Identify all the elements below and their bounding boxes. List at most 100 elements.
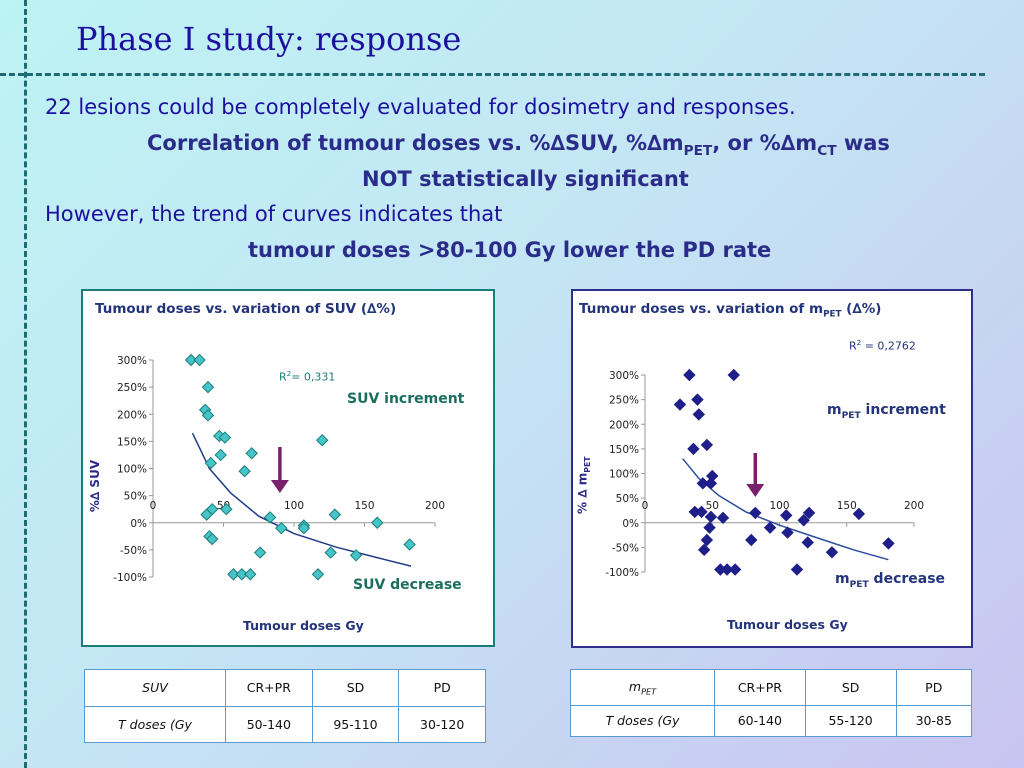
arrow-head-icon: [270, 480, 289, 493]
x-tick-label: 50: [706, 500, 719, 512]
data-point: [727, 368, 740, 382]
data-point: [349, 549, 363, 562]
data-point: [193, 353, 206, 367]
mpet-dec-text: decrease: [868, 571, 946, 587]
mpet-title-delta: ∆%: [852, 301, 876, 317]
table-header-cell: PD: [895, 669, 972, 706]
table-header-cell: CR+PR: [714, 669, 806, 706]
left-dashed-divider: [24, 0, 27, 768]
mpet-dec-sub: PET: [849, 579, 869, 590]
data-point: [683, 368, 696, 382]
x-tick-label: 200: [904, 500, 924, 512]
data-point: [852, 507, 866, 521]
mpet-inc-m: m: [827, 402, 842, 418]
x-tick-label: 0: [150, 500, 157, 512]
suv-r2-label: R2= 0,331: [279, 369, 335, 384]
data-point: [218, 431, 232, 444]
slide-title: Phase I study: response: [76, 20, 462, 58]
line2-part-c: was: [836, 131, 890, 155]
data-point: [704, 477, 718, 490]
data-point: [780, 509, 793, 522]
y-tick-label: 100%: [117, 464, 147, 476]
table-cell: 30-120: [398, 705, 486, 743]
y-tick-label: 300%: [609, 370, 639, 382]
mpet-chart-title: Tumour doses vs. variation of mPET (∆%): [579, 301, 881, 320]
y-tick-label: 200%: [117, 409, 147, 421]
y-tick-label: 50%: [616, 493, 639, 505]
y-tick-label: 0%: [130, 518, 147, 530]
mpet-response-table: mPET CR+PR SD PD T doses (Gy 60-140 55-1…: [570, 669, 972, 738]
mpet-r2-label: R2 = 0,2762: [849, 338, 916, 353]
table-row: T doses (Gy 60-140 55-120 30-85: [570, 704, 972, 738]
table-header-cell: mPET: [570, 669, 715, 706]
text-line-2: Correlation of tumour doses vs. %∆SUV, %…: [147, 131, 890, 159]
mpet-x-axis-label: Tumour doses Gy: [727, 617, 848, 632]
top-dashed-divider: [0, 73, 985, 76]
mpet-increment-label: mPET increment: [827, 402, 946, 421]
data-point: [716, 511, 730, 525]
y-tick-label: 50%: [124, 491, 147, 503]
data-point: [700, 533, 714, 547]
data-point: [691, 393, 704, 406]
text-line-3: NOT statistically significant: [362, 167, 689, 191]
data-point: [797, 514, 810, 527]
mpet-title-text: Tumour doses vs. variation of m: [579, 301, 824, 317]
trend-line: [191, 432, 412, 567]
data-point: [687, 442, 700, 456]
table-cell: 60-140: [714, 704, 806, 738]
suv-r2-r: R: [279, 370, 287, 384]
line2-part-b: , or %∆m: [712, 131, 818, 155]
x-tick-label: 100: [769, 500, 789, 512]
data-point: [275, 521, 288, 535]
table-header-cell: PD: [398, 669, 486, 707]
mpet-r2-sup: 2: [856, 338, 862, 347]
x-tick-label: 200: [425, 500, 445, 512]
data-point: [184, 353, 198, 367]
suv-chart-panel: Tumour doses vs. variation of SUV (∆%) R…: [81, 289, 495, 647]
mpet-r2-value: = 0,2762: [861, 339, 916, 353]
data-point: [700, 438, 714, 452]
suv-title-text: Tumour doses vs. variation of SUV (: [95, 301, 367, 317]
data-point: [324, 546, 337, 559]
data-point: [200, 508, 213, 521]
data-point: [673, 398, 687, 411]
y-tick-label: 250%: [609, 395, 639, 407]
data-point: [703, 521, 716, 534]
suv-response-table: SUV CR+PR SD PD T doses (Gy 50-140 95-11…: [84, 669, 486, 743]
table-header-cell: SD: [804, 669, 897, 706]
arrow-head-icon: [746, 484, 765, 497]
data-point: [328, 508, 342, 521]
mpet-chart-panel: Tumour doses vs. variation of mPET (∆%) …: [571, 289, 973, 648]
data-point: [720, 563, 734, 576]
table-header-row: SUV CR+PR SD PD: [84, 669, 486, 707]
table-header-cell: SUV: [84, 669, 226, 707]
data-point: [315, 434, 329, 447]
x-tick-label: 150: [354, 500, 374, 512]
data-point: [696, 477, 710, 490]
data-point: [201, 380, 215, 394]
data-point: [238, 465, 251, 478]
data-point: [692, 408, 706, 421]
table-row-label: T doses (Gy: [84, 705, 226, 743]
data-point: [728, 563, 742, 576]
line2-sub-ct: CT: [817, 143, 837, 160]
data-point: [297, 521, 311, 535]
y-tick-label: 150%: [609, 444, 639, 456]
data-point: [882, 537, 895, 550]
y-tick-label: 200%: [609, 419, 639, 431]
table-cell: 55-120: [804, 704, 897, 738]
table-cell: 30-85: [895, 704, 972, 738]
y-tick-label: 0%: [622, 518, 639, 530]
data-point: [235, 568, 249, 581]
data-point: [704, 510, 718, 524]
data-point: [790, 563, 804, 576]
line2-part-a: Correlation of tumour doses vs. %∆SUV, %…: [147, 131, 684, 155]
data-point: [370, 516, 384, 529]
suv-r2-sup: 2: [286, 369, 292, 378]
data-point: [801, 536, 814, 549]
data-point: [311, 568, 325, 581]
table-cell: 95-110: [311, 705, 400, 743]
suv-x-axis-label: Tumour doses Gy: [243, 618, 364, 633]
data-point: [204, 456, 218, 470]
suv-decrease-label: SUV decrease: [353, 577, 462, 593]
